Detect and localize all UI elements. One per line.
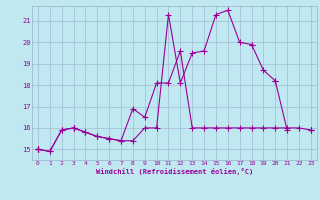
X-axis label: Windchill (Refroidissement éolien,°C): Windchill (Refroidissement éolien,°C) <box>96 168 253 175</box>
